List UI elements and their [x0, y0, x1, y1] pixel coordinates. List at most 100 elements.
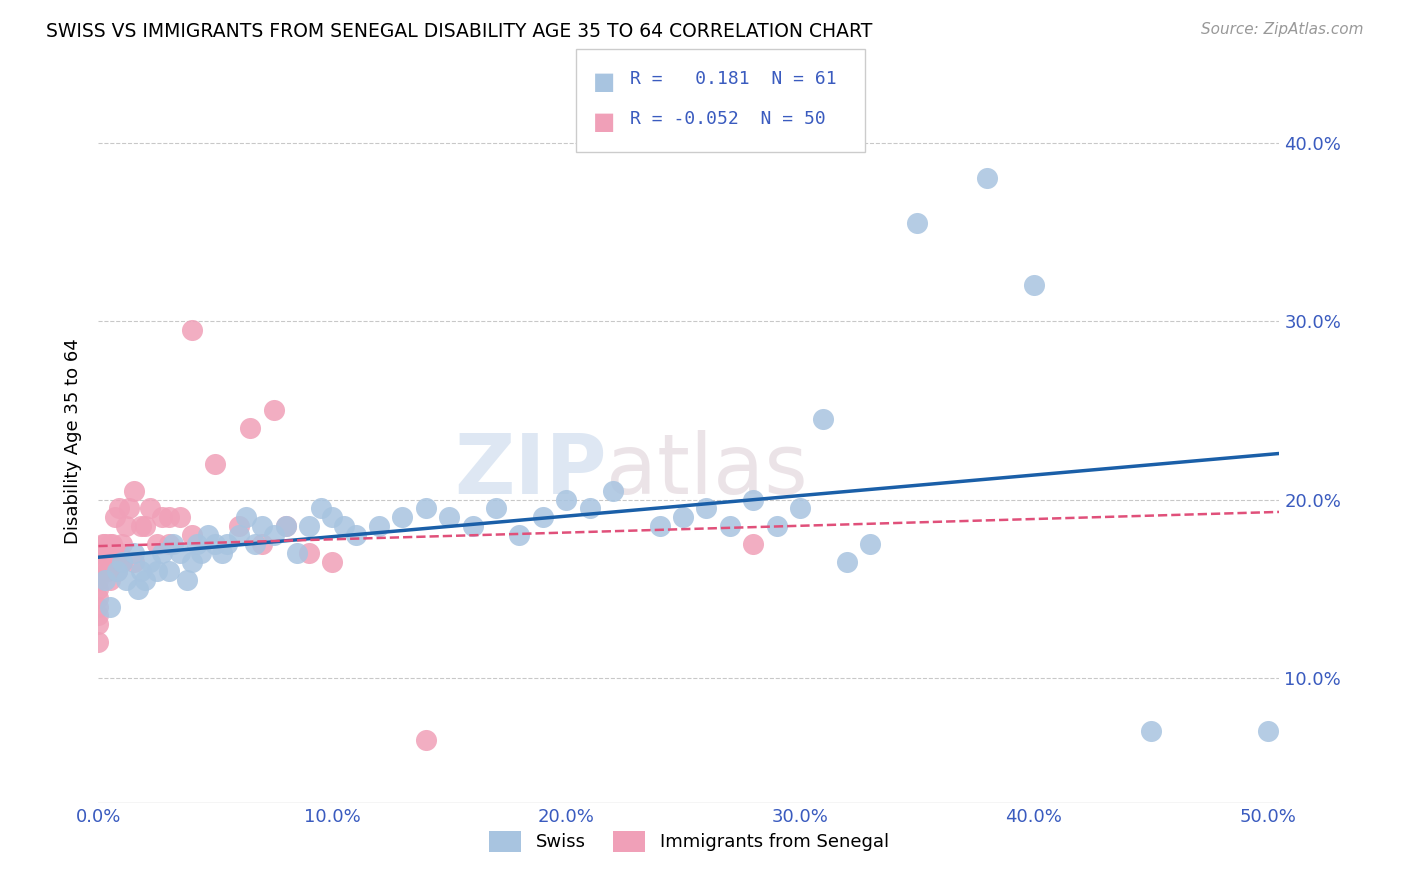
Point: [859, 537, 882, 551]
Point: [98, 555, 121, 569]
Point: [94, 537, 117, 551]
Point: [87, 555, 110, 569]
Point: [98, 599, 121, 614]
Point: [87, 582, 110, 596]
Point: [648, 519, 671, 533]
Point: [835, 555, 858, 569]
Point: [87, 635, 110, 649]
Point: [250, 519, 273, 533]
Point: [181, 528, 204, 542]
Point: [176, 573, 198, 587]
Point: [104, 546, 127, 560]
Point: [239, 421, 262, 435]
Point: [150, 510, 173, 524]
Point: [1140, 724, 1163, 739]
Point: [181, 555, 204, 569]
Point: [87, 573, 110, 587]
Text: R =   0.181  N = 61: R = 0.181 N = 61: [630, 70, 837, 87]
Point: [461, 519, 484, 533]
Point: [695, 501, 717, 516]
Point: [211, 546, 233, 560]
Point: [105, 564, 128, 578]
Point: [108, 501, 131, 516]
Point: [134, 573, 156, 587]
Point: [274, 519, 297, 533]
Point: [87, 564, 110, 578]
Text: ZIP: ZIP: [454, 430, 606, 511]
Point: [415, 501, 437, 516]
Point: [98, 537, 121, 551]
Point: [122, 483, 145, 498]
Point: [115, 573, 138, 587]
Point: [321, 555, 343, 569]
Point: [87, 546, 110, 560]
Y-axis label: Disability Age 35 to 64: Disability Age 35 to 64: [65, 339, 83, 544]
Point: [235, 510, 257, 524]
Point: [98, 573, 121, 587]
Point: [87, 617, 110, 632]
Point: [146, 537, 169, 551]
Point: [718, 519, 741, 533]
Point: [298, 519, 321, 533]
Point: [118, 501, 141, 516]
Point: [391, 510, 413, 524]
Point: [139, 501, 162, 516]
Point: [263, 403, 285, 417]
Point: [298, 546, 321, 560]
Point: [197, 528, 219, 542]
Point: [87, 599, 110, 614]
Point: [101, 537, 124, 551]
Point: [742, 537, 765, 551]
Point: [368, 519, 391, 533]
Point: [765, 519, 787, 533]
Point: [1257, 724, 1279, 739]
Text: R = -0.052  N = 50: R = -0.052 N = 50: [630, 110, 825, 128]
Point: [439, 510, 461, 524]
Point: [94, 573, 117, 587]
Point: [181, 323, 204, 337]
Text: ■: ■: [593, 70, 616, 94]
Point: [415, 733, 437, 747]
Point: [157, 510, 180, 524]
Point: [905, 216, 928, 230]
Point: [813, 412, 835, 426]
Point: [101, 555, 124, 569]
Point: [108, 546, 131, 560]
Point: [111, 555, 134, 569]
Point: [139, 555, 162, 569]
Point: [97, 564, 120, 578]
Point: [333, 519, 356, 533]
Legend: Swiss, Immigrants from Senegal: Swiss, Immigrants from Senegal: [482, 823, 896, 859]
Point: [122, 555, 145, 569]
Point: [555, 492, 578, 507]
Point: [111, 537, 134, 551]
Point: [285, 546, 308, 560]
Point: [129, 564, 152, 578]
Point: [150, 546, 173, 560]
Point: [190, 546, 212, 560]
Point: [91, 537, 114, 551]
Point: [122, 546, 145, 560]
Point: [162, 537, 184, 551]
Text: Source: ZipAtlas.com: Source: ZipAtlas.com: [1201, 22, 1364, 37]
Point: [976, 171, 998, 186]
Point: [508, 528, 530, 542]
Point: [204, 537, 226, 551]
Point: [94, 546, 117, 560]
Point: [157, 564, 180, 578]
Point: [169, 546, 191, 560]
Point: [531, 510, 554, 524]
Point: [157, 537, 180, 551]
Text: ■: ■: [593, 110, 616, 134]
Point: [321, 510, 343, 524]
Point: [87, 608, 110, 623]
Text: SWISS VS IMMIGRANTS FROM SENEGAL DISABILITY AGE 35 TO 64 CORRELATION CHART: SWISS VS IMMIGRANTS FROM SENEGAL DISABIL…: [46, 22, 873, 41]
Point: [169, 510, 191, 524]
Point: [87, 591, 110, 605]
Point: [105, 564, 128, 578]
Point: [344, 528, 367, 542]
Point: [789, 501, 811, 516]
Point: [672, 510, 695, 524]
Point: [250, 537, 273, 551]
Point: [578, 501, 600, 516]
